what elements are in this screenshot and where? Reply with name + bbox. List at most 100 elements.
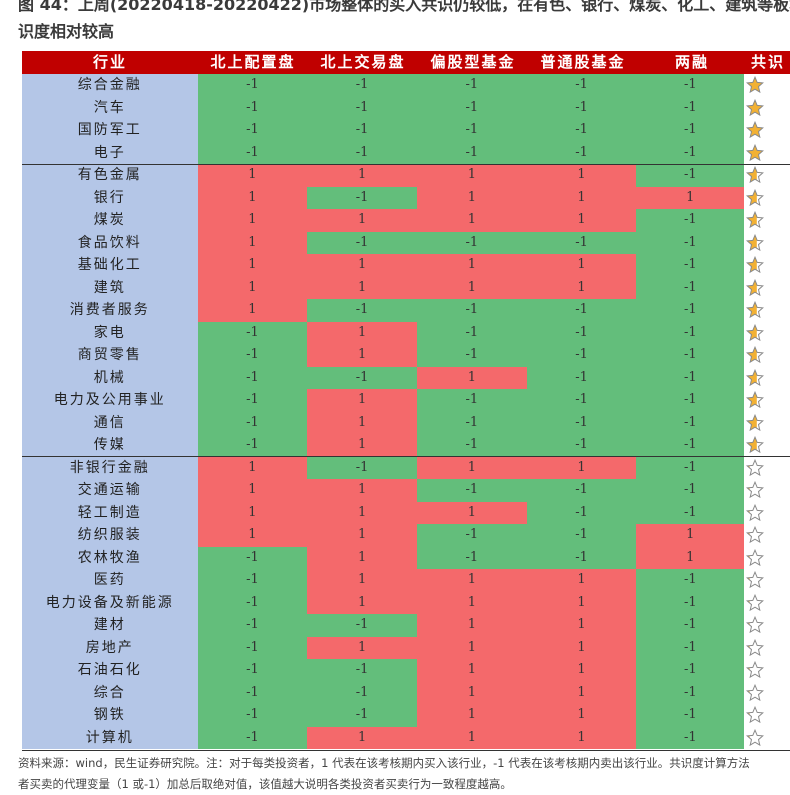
table-row: 轻工制造 1 1 1 -1 -1 xyxy=(22,501,790,524)
buy-cell: 1 xyxy=(416,569,527,592)
buy-cell: 1 xyxy=(416,636,527,659)
sell-cell: -1 xyxy=(526,366,637,389)
sell-cell: -1 xyxy=(636,299,745,322)
sell-cell: -1 xyxy=(197,614,308,637)
consensus-cell xyxy=(744,366,790,389)
buy-cell: 1 xyxy=(197,254,308,277)
sell-cell: -1 xyxy=(197,141,308,164)
table-row: 家电 -1 1 -1 -1 -1 xyxy=(22,321,790,344)
sell-cell: -1 xyxy=(197,74,308,97)
table-row: 电力及公用事业 -1 1 -1 -1 -1 xyxy=(22,389,790,412)
source-note-line-1: 资料来源：wind，民生证券研究院。注：对于每类投资者，1 代表在该考核期内买入… xyxy=(18,756,750,770)
buy-cell: 1 xyxy=(197,501,308,524)
star-icon xyxy=(746,256,765,274)
sell-cell: -1 xyxy=(526,344,637,367)
buy-cell: 1 xyxy=(526,636,637,659)
sell-cell: -1 xyxy=(636,411,745,434)
star-icon xyxy=(746,436,765,454)
column-header: 北上配置盘 xyxy=(210,53,296,71)
industry-label: 商贸零售 xyxy=(22,344,198,367)
sell-cell: -1 xyxy=(636,321,745,344)
consensus-cell xyxy=(744,479,790,502)
buy-cell: 1 xyxy=(197,276,308,299)
table-row: 电力设备及新能源 -1 1 1 1 -1 xyxy=(22,591,790,614)
star-icon xyxy=(746,98,765,116)
consensus-cell xyxy=(744,389,790,412)
sell-cell: -1 xyxy=(416,524,527,547)
sell-cell: -1 xyxy=(636,659,745,682)
star-icon xyxy=(746,616,765,634)
buy-cell: 1 xyxy=(307,569,417,592)
sell-cell: -1 xyxy=(526,524,637,547)
sell-cell: -1 xyxy=(526,141,637,164)
industry-label: 通信 xyxy=(22,411,198,434)
star-icon xyxy=(746,413,765,431)
sell-cell: -1 xyxy=(197,546,308,569)
industry-label: 消费者服务 xyxy=(22,299,198,322)
sell-cell: -1 xyxy=(636,456,745,479)
column-header: 偏股型基金 xyxy=(430,53,516,71)
sell-cell: -1 xyxy=(197,726,308,749)
buy-cell: 1 xyxy=(307,164,417,187)
sell-cell: -1 xyxy=(636,366,745,389)
sell-cell: -1 xyxy=(197,569,308,592)
sell-cell: -1 xyxy=(307,96,417,119)
sell-cell: -1 xyxy=(636,164,745,187)
sell-cell: -1 xyxy=(636,569,745,592)
consensus-cell xyxy=(744,681,790,704)
star-icon xyxy=(746,548,765,566)
sell-cell: -1 xyxy=(416,344,527,367)
star-icon xyxy=(746,481,765,499)
table-row: 食品饮料 1 -1 -1 -1 -1 xyxy=(22,231,790,254)
buy-cell: 1 xyxy=(197,186,308,209)
industry-label: 非银行金融 xyxy=(22,456,198,479)
sell-cell: -1 xyxy=(416,231,527,254)
sell-cell: -1 xyxy=(197,389,308,412)
buy-cell: 1 xyxy=(197,524,308,547)
buy-cell: 1 xyxy=(416,704,527,727)
buy-cell: 1 xyxy=(416,726,527,749)
sell-cell: -1 xyxy=(636,501,745,524)
buy-cell: 1 xyxy=(526,254,637,277)
buy-cell: 1 xyxy=(416,276,527,299)
sell-cell: -1 xyxy=(526,74,637,97)
sell-cell: -1 xyxy=(526,321,637,344)
star-icon xyxy=(746,301,765,319)
buy-cell: 1 xyxy=(307,411,417,434)
sell-cell: -1 xyxy=(636,344,745,367)
consensus-cell xyxy=(744,96,790,119)
group-separator xyxy=(22,456,790,457)
buy-cell: 1 xyxy=(307,389,417,412)
star-icon xyxy=(746,143,765,161)
star-icon xyxy=(746,121,765,139)
sell-cell: -1 xyxy=(416,74,527,97)
star-icon xyxy=(746,278,765,296)
industry-label: 汽车 xyxy=(22,96,198,119)
sell-cell: -1 xyxy=(307,119,417,142)
consensus-cell xyxy=(744,434,790,457)
star-icon xyxy=(746,683,765,701)
sell-cell: -1 xyxy=(307,681,417,704)
sell-cell: -1 xyxy=(526,299,637,322)
sell-cell: -1 xyxy=(636,119,745,142)
consensus-table: 行业 北上配置盘 北上交易盘 偏股型基金 普通股基金 两融 共识 综合金融 -1 -1 -1 -1-… xyxy=(22,51,790,749)
buy-cell: 1 xyxy=(416,614,527,637)
buy-cell: 1 xyxy=(636,186,745,209)
industry-label: 煤炭 xyxy=(22,209,198,232)
consensus-cell xyxy=(744,501,790,524)
industry-label: 有色金属 xyxy=(22,164,198,187)
sell-cell: -1 xyxy=(526,96,637,119)
buy-cell: 1 xyxy=(416,209,527,232)
industry-label: 机械 xyxy=(22,366,198,389)
buy-cell: 1 xyxy=(307,546,417,569)
buy-cell: 1 xyxy=(526,209,637,232)
consensus-cell xyxy=(744,119,790,142)
consensus-cell xyxy=(744,344,790,367)
star-icon xyxy=(746,233,765,251)
sell-cell: -1 xyxy=(197,96,308,119)
industry-label: 国防军工 xyxy=(22,119,198,142)
sell-cell: -1 xyxy=(197,659,308,682)
table-row: 房地产 -1 1 1 1 -1 xyxy=(22,636,790,659)
buy-cell: 1 xyxy=(197,456,308,479)
industry-label: 计算机 xyxy=(22,726,198,749)
